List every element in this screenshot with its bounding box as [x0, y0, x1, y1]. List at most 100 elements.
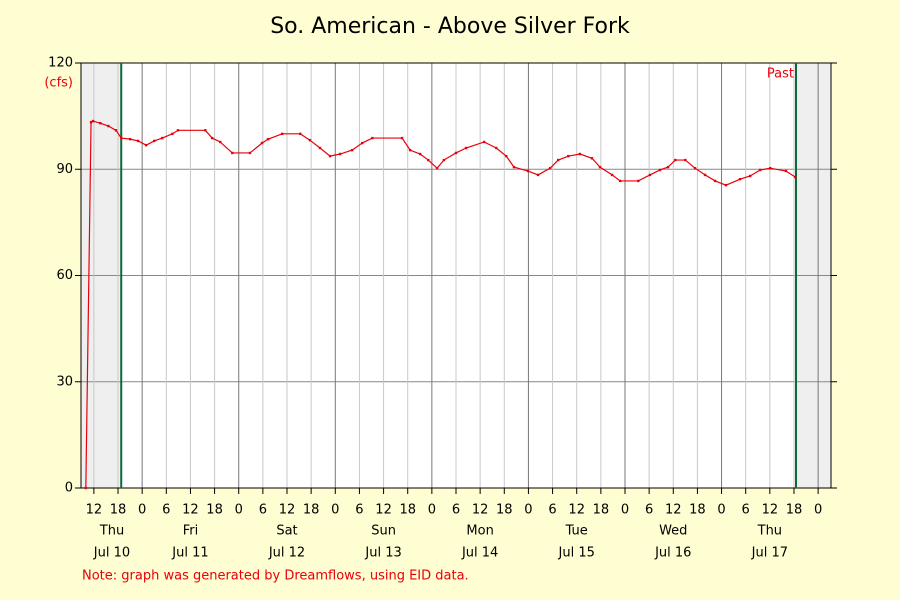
x-tick-label: 18	[689, 503, 706, 518]
point	[210, 136, 214, 140]
point	[658, 168, 662, 172]
x-tick-label: 12	[375, 503, 392, 518]
x-tick-label: 12	[86, 503, 103, 518]
point	[299, 132, 302, 136]
point	[408, 148, 412, 152]
point	[231, 151, 234, 155]
date-label: Jul 12	[268, 546, 305, 561]
y-unit: (cfs)	[44, 76, 73, 91]
point	[637, 179, 640, 183]
point	[266, 137, 270, 141]
point	[400, 136, 404, 140]
point	[435, 166, 439, 170]
date-label: Jul 14	[461, 546, 498, 561]
x-tick-label: 18	[206, 503, 223, 518]
x-tick-label: 6	[162, 503, 170, 518]
point	[318, 146, 322, 150]
x-tick-label: 0	[331, 503, 339, 518]
point	[578, 152, 582, 156]
day-label: Wed	[659, 524, 687, 539]
x-tick-label: 18	[786, 503, 803, 518]
y-tick-label: 90	[56, 162, 73, 177]
point	[758, 168, 762, 172]
point	[556, 158, 560, 162]
point	[350, 148, 354, 152]
point	[120, 136, 123, 140]
x-tick-label: 0	[717, 503, 725, 518]
point	[693, 166, 697, 170]
series-line	[85, 120, 796, 489]
point	[703, 173, 707, 177]
point	[618, 179, 622, 183]
day-label: Thu	[99, 524, 124, 539]
point	[128, 137, 132, 141]
date-label: Jul 16	[654, 546, 691, 561]
x-tick-label: 6	[742, 503, 750, 518]
point	[567, 154, 570, 158]
x-tick-label: 12	[762, 503, 779, 518]
point	[674, 158, 677, 162]
point	[454, 151, 458, 155]
date-label: Jul 13	[364, 546, 401, 561]
point	[91, 119, 95, 123]
x-tick-label: 0	[814, 503, 822, 518]
point	[666, 165, 670, 169]
point	[590, 157, 594, 160]
x-tick-label: 12	[279, 503, 296, 518]
date-label: Jul 11	[171, 546, 208, 561]
y-tick-label: 0	[65, 481, 73, 496]
y-tick-label: 60	[56, 268, 73, 283]
point	[442, 158, 446, 162]
point	[512, 165, 516, 169]
x-tick-label: 0	[235, 503, 243, 518]
x-tick-label: 6	[452, 503, 460, 518]
point	[505, 154, 508, 158]
x-tick-label: 0	[138, 503, 146, 518]
x-tick-label: 6	[259, 503, 267, 518]
point	[161, 136, 164, 140]
x-tick-label: 6	[548, 503, 556, 518]
point	[338, 152, 342, 156]
point	[371, 136, 374, 140]
point	[260, 141, 264, 145]
date-label: Jul 17	[751, 546, 788, 561]
x-tick-label: 0	[524, 503, 532, 518]
x-tick-label: 18	[496, 503, 513, 518]
point	[153, 139, 156, 143]
x-tick-label: 18	[399, 503, 416, 518]
point	[610, 173, 614, 177]
x-tick-label: 18	[303, 503, 320, 518]
point	[171, 132, 174, 136]
point	[418, 152, 422, 156]
x-tick-label: 6	[645, 503, 653, 518]
x-tick-label: 0	[621, 503, 629, 518]
point	[280, 132, 284, 136]
point	[176, 129, 180, 132]
point	[536, 173, 540, 177]
x-tick-label: 12	[568, 503, 585, 518]
day-label: Mon	[466, 524, 493, 539]
point	[784, 169, 788, 173]
point	[136, 139, 140, 143]
point	[793, 175, 797, 179]
day-label: Fri	[183, 524, 199, 539]
point	[713, 179, 717, 183]
point	[144, 143, 148, 147]
point	[204, 129, 207, 132]
date-label: Jul 15	[558, 546, 595, 561]
point	[482, 140, 486, 144]
point	[114, 129, 118, 132]
point	[328, 154, 332, 158]
x-tick-label: 12	[665, 503, 682, 518]
x-tick-label: 0	[428, 503, 436, 518]
y-tick-label: 120	[48, 56, 73, 71]
date-label: Jul 10	[93, 546, 130, 561]
point	[99, 122, 102, 125]
y-tick-label: 30	[56, 374, 73, 389]
point	[84, 486, 88, 490]
point	[308, 139, 312, 142]
day-label: Sat	[276, 524, 297, 539]
point	[738, 177, 742, 181]
